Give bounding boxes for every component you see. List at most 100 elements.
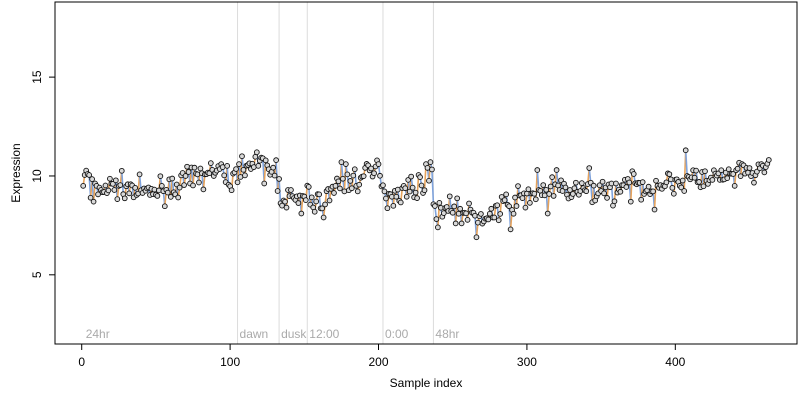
data-point [161, 203, 168, 210]
data-point [604, 195, 610, 201]
data-point [132, 184, 138, 191]
data-point [276, 176, 282, 182]
data-point [181, 182, 187, 188]
data-point [224, 163, 230, 169]
data-point [377, 172, 383, 179]
data-point [288, 187, 294, 193]
data-point [118, 167, 125, 174]
data-point [156, 187, 162, 194]
data-point [185, 169, 192, 175]
data-point [302, 197, 309, 203]
data-point [136, 171, 143, 178]
data-point [403, 193, 410, 200]
data-point [112, 177, 119, 184]
data-point [340, 175, 346, 182]
data-point [313, 198, 320, 205]
data-point [375, 161, 382, 167]
series-segment [192, 167, 196, 186]
data-point [412, 189, 419, 196]
data-point [283, 204, 290, 211]
data-point [126, 190, 133, 197]
data-point [522, 204, 529, 211]
phase-label: 48hr [435, 327, 459, 341]
data-point [583, 188, 590, 195]
data-point [234, 179, 241, 186]
data-point [322, 201, 328, 208]
data-point [433, 216, 440, 222]
x-tick-label: 200 [368, 355, 388, 369]
data-point [435, 224, 441, 231]
data-point [497, 211, 504, 217]
data-point [693, 167, 699, 174]
data-point [702, 168, 708, 175]
y-axis-label: Expression [9, 143, 23, 202]
data-point [751, 179, 757, 186]
data-point [332, 182, 339, 189]
data-point [107, 175, 113, 182]
data-point [510, 210, 517, 217]
data-point [682, 147, 689, 154]
data-point [167, 194, 174, 200]
data-point [730, 171, 737, 177]
data-point [316, 191, 323, 198]
data-point [121, 195, 128, 202]
data-point [380, 182, 386, 189]
data-point [724, 175, 731, 181]
data-point [611, 198, 618, 205]
data-point [308, 194, 315, 201]
data-point [446, 193, 453, 200]
data-point [571, 185, 578, 192]
data-point [182, 173, 189, 179]
data-point [261, 180, 268, 187]
series-segment [546, 193, 550, 214]
data-point [570, 191, 576, 197]
data-point [184, 163, 190, 170]
data-point [681, 188, 688, 194]
data-point [164, 189, 171, 196]
data-point [464, 217, 471, 223]
data-point [282, 198, 288, 205]
data-point [590, 182, 597, 189]
data-point [228, 187, 235, 194]
series-segment [431, 169, 435, 205]
data-point [457, 205, 463, 212]
data-point [454, 195, 461, 202]
data-point [601, 190, 607, 197]
data-point [426, 177, 432, 184]
data-point [650, 188, 656, 195]
data-point [406, 188, 413, 195]
data-point [175, 194, 182, 201]
data-point [532, 196, 539, 203]
data-point [709, 177, 716, 183]
data-point [427, 159, 434, 165]
data-point [418, 182, 425, 189]
data-point [559, 188, 566, 194]
data-point [390, 202, 397, 209]
data-point [233, 166, 239, 172]
series-segment [536, 169, 540, 191]
data-point [540, 182, 547, 188]
data-point [429, 166, 435, 173]
data-point [503, 191, 509, 198]
y-axis: 5 10 15 [30, 70, 56, 278]
data-point [452, 220, 459, 227]
data-point [344, 171, 351, 178]
data-point [190, 182, 196, 189]
y-tick-label: 5 [30, 271, 44, 278]
data-point [354, 188, 361, 195]
data-point [440, 210, 447, 216]
data-point [114, 196, 121, 202]
data-point [562, 184, 569, 191]
data-point [311, 208, 318, 215]
data-point [696, 179, 702, 185]
series-segment [684, 150, 688, 177]
y-tick-label: 15 [30, 70, 44, 84]
phase-label: dawn [240, 327, 269, 341]
data-point [383, 195, 389, 202]
data-point [679, 177, 686, 184]
x-tick-label: 300 [517, 355, 537, 369]
data-point [586, 165, 593, 171]
data-point [506, 203, 512, 210]
data-point [393, 193, 400, 200]
data-point [169, 175, 176, 182]
